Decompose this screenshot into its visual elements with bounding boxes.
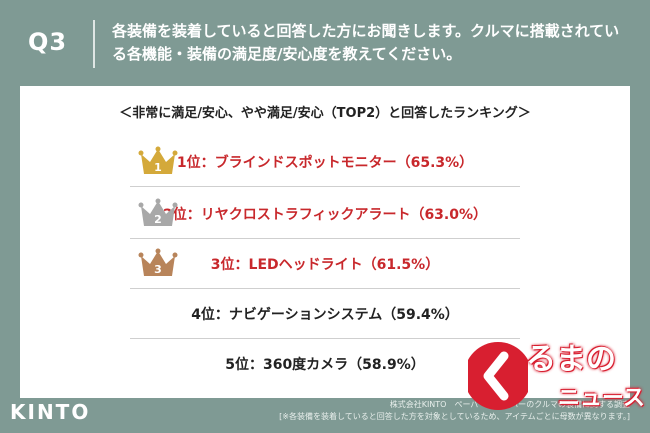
watermark-text-1: るまの [526, 342, 616, 377]
kuruma-news-watermark: るまの ニュース [468, 330, 648, 433]
silver-crown-icon: 2 [138, 198, 178, 226]
rank-divider [130, 338, 520, 339]
rank-divider [130, 186, 520, 187]
crown-number: 2 [154, 213, 162, 226]
question-label: Q3 [28, 28, 68, 56]
rank-item-5: 5位：360度カメラ（58.9%） [130, 344, 520, 384]
kuruma-logo-icon [468, 342, 528, 410]
source-line-2: [※各装備を装着していると回答した方を対象としているため、アイテムごとに母数が異… [279, 412, 630, 421]
crown-number: 3 [154, 263, 162, 276]
rank-text: 2位：リヤクロストラフィックアラート（63.0%） [162, 207, 488, 223]
rank-text: 1位：ブラインドスポットモニター（65.3%） [176, 155, 474, 171]
rank-text: 5位：360度カメラ（58.9%） [225, 357, 425, 373]
bronze-crown-icon: 3 [138, 248, 178, 276]
rank-text: 3位：LEDヘッドライト（61.5%） [210, 257, 440, 273]
header: Q3 各装備を装着していると回答した方にお聞きします。クルマに搭載されている各機… [0, 0, 650, 86]
watermark-text-2: ニュース [558, 386, 645, 411]
kinto-logo: KINTO [10, 400, 91, 424]
rank-divider [130, 238, 520, 239]
rank-item-2: 2 2位：リヤクロストラフィックアラート（63.0%） [130, 194, 520, 234]
crown-number: 1 [154, 161, 162, 174]
rank-item-4: 4位：ナビゲーションシステム（59.4%） [130, 294, 520, 334]
rank-item-1: 1 1位：ブラインドスポットモニター（65.3%） [130, 142, 520, 182]
gold-crown-icon: 1 [138, 146, 178, 174]
rank-item-3: 3 3位：LEDヘッドライト（61.5%） [130, 244, 520, 284]
ranking-card: ＜非常に満足/安心、やや満足/安心（TOP2）と回答したランキング＞ 1 1位：… [20, 86, 630, 398]
ranking-subtitle: ＜非常に満足/安心、やや満足/安心（TOP2）と回答したランキング＞ [119, 106, 531, 121]
rank-text: 4位：ナビゲーションシステム（59.4%） [191, 307, 459, 323]
header-divider [93, 20, 95, 68]
rank-divider [130, 288, 520, 289]
question-text: 各装備を装着していると回答した方にお聞きします。クルマに搭載されている各機能・装… [112, 22, 620, 63]
